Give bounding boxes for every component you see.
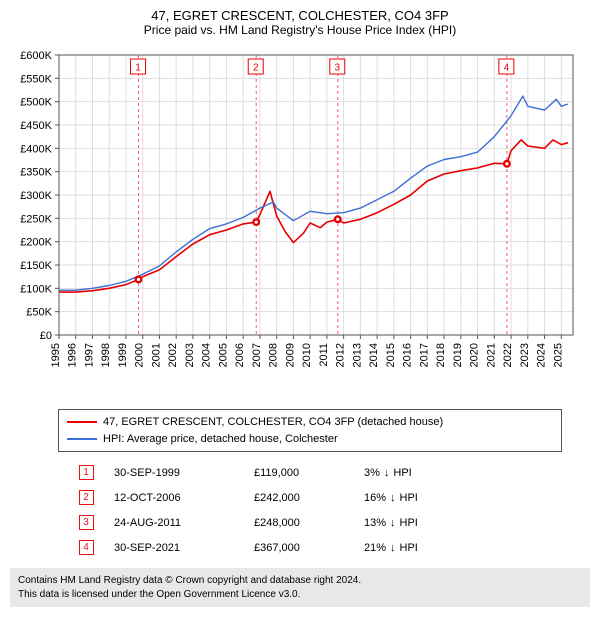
transaction-marker: 2 [79, 490, 94, 505]
legend: 47, EGRET CRESCENT, COLCHESTER, CO4 3FP … [58, 409, 562, 452]
chart-title: 47, EGRET CRESCENT, COLCHESTER, CO4 3FP [6, 8, 594, 23]
svg-text:2008: 2008 [268, 343, 280, 367]
footer-line-2: This data is licensed under the Open Gov… [18, 588, 582, 602]
price-chart: £0 £50K £100K £150K £200K £250K £300K £350K £400… [7, 43, 593, 403]
svg-text:2017: 2017 [418, 343, 430, 367]
transaction-hpi-diff: 13%↓HPI [364, 517, 464, 529]
arrow-down-icon: ↓ [390, 492, 396, 504]
svg-text:2010: 2010 [301, 343, 313, 367]
svg-text:2018: 2018 [435, 343, 447, 367]
svg-text:2000: 2000 [134, 343, 146, 367]
transaction-marker: 3 [79, 515, 94, 530]
svg-text:1999: 1999 [117, 343, 129, 367]
svg-text:£300K: £300K [20, 190, 52, 202]
transaction-hpi-diff: 3%↓HPI [364, 467, 464, 479]
svg-text:2005: 2005 [217, 343, 229, 367]
svg-text:2025: 2025 [552, 343, 564, 367]
svg-text:2007: 2007 [251, 343, 263, 367]
svg-text:2021: 2021 [485, 343, 497, 367]
transactions-table: 130-SEP-1999£119,0003%↓HPI212-OCT-2006£2… [58, 460, 562, 560]
svg-text:2015: 2015 [385, 343, 397, 367]
arrow-down-icon: ↓ [390, 517, 396, 529]
svg-text:2: 2 [253, 63, 259, 74]
svg-text:£500K: £500K [20, 97, 52, 109]
svg-text:2024: 2024 [536, 343, 548, 367]
arrow-down-icon: ↓ [390, 542, 396, 554]
transaction-marker: 1 [79, 465, 94, 480]
legend-label: HPI: Average price, detached house, Colc… [103, 431, 338, 448]
legend-swatch [67, 421, 97, 423]
transaction-date: 30-SEP-2021 [114, 542, 254, 554]
transaction-row: 3 24-AUG-2011£248,00013%↓HPI [58, 510, 562, 535]
svg-text:3: 3 [334, 63, 340, 74]
svg-text:£350K: £350K [20, 167, 52, 179]
svg-text:2002: 2002 [167, 343, 179, 367]
svg-text:1995: 1995 [50, 343, 62, 367]
svg-text:2004: 2004 [201, 343, 213, 367]
svg-text:2023: 2023 [519, 343, 531, 367]
footer-attribution: Contains HM Land Registry data © Crown c… [10, 568, 590, 607]
svg-text:2019: 2019 [452, 343, 464, 367]
svg-text:2003: 2003 [184, 343, 196, 367]
chart-svg: £0 £50K £100K £150K £200K £250K £300K £350K £400… [7, 43, 593, 403]
svg-text:£0: £0 [40, 330, 52, 342]
svg-text:2009: 2009 [284, 343, 296, 367]
svg-text:£250K: £250K [20, 213, 52, 225]
svg-text:1998: 1998 [100, 343, 112, 367]
svg-text:2001: 2001 [150, 343, 162, 367]
svg-text:£450K: £450K [20, 120, 52, 132]
legend-row: HPI: Average price, detached house, Colc… [67, 431, 553, 448]
transaction-hpi-diff: 21%↓HPI [364, 542, 464, 554]
svg-text:1996: 1996 [67, 343, 79, 367]
svg-text:2012: 2012 [335, 343, 347, 367]
transaction-row: 4 30-SEP-2021£367,00021%↓HPI [58, 535, 562, 560]
svg-text:1997: 1997 [83, 343, 95, 367]
svg-text:1: 1 [135, 63, 141, 74]
legend-row: 47, EGRET CRESCENT, COLCHESTER, CO4 3FP … [67, 414, 553, 431]
svg-text:2011: 2011 [318, 343, 330, 367]
svg-text:£550K: £550K [20, 73, 52, 85]
svg-text:£400K: £400K [20, 143, 52, 155]
legend-label: 47, EGRET CRESCENT, COLCHESTER, CO4 3FP … [103, 414, 443, 431]
transaction-row: 2 12-OCT-2006£242,00016%↓HPI [58, 485, 562, 510]
transaction-hpi-diff: 16%↓HPI [364, 492, 464, 504]
transaction-row: 1 30-SEP-1999£119,0003%↓HPI [58, 460, 562, 485]
transaction-price: £367,000 [254, 542, 364, 554]
footer-line-1: Contains HM Land Registry data © Crown c… [18, 574, 582, 588]
svg-text:2020: 2020 [469, 343, 481, 367]
svg-text:£100K: £100K [20, 283, 52, 295]
svg-text:2013: 2013 [351, 343, 363, 367]
transaction-marker: 4 [79, 540, 94, 555]
transaction-date: 30-SEP-1999 [114, 467, 254, 479]
transaction-date: 12-OCT-2006 [114, 492, 254, 504]
svg-text:£600K: £600K [20, 50, 52, 62]
legend-swatch [67, 438, 97, 440]
transaction-price: £242,000 [254, 492, 364, 504]
svg-text:£200K: £200K [20, 237, 52, 249]
svg-text:4: 4 [504, 63, 510, 74]
svg-text:2014: 2014 [368, 343, 380, 367]
transaction-price: £248,000 [254, 517, 364, 529]
svg-text:£50K: £50K [26, 307, 52, 319]
transaction-date: 24-AUG-2011 [114, 517, 254, 529]
arrow-down-icon: ↓ [384, 467, 390, 479]
chart-subtitle: Price paid vs. HM Land Registry's House … [6, 23, 594, 37]
transaction-price: £119,000 [254, 467, 364, 479]
svg-text:£150K: £150K [20, 260, 52, 272]
svg-text:2006: 2006 [234, 343, 246, 367]
svg-text:2022: 2022 [502, 343, 514, 367]
svg-text:2016: 2016 [402, 343, 414, 367]
